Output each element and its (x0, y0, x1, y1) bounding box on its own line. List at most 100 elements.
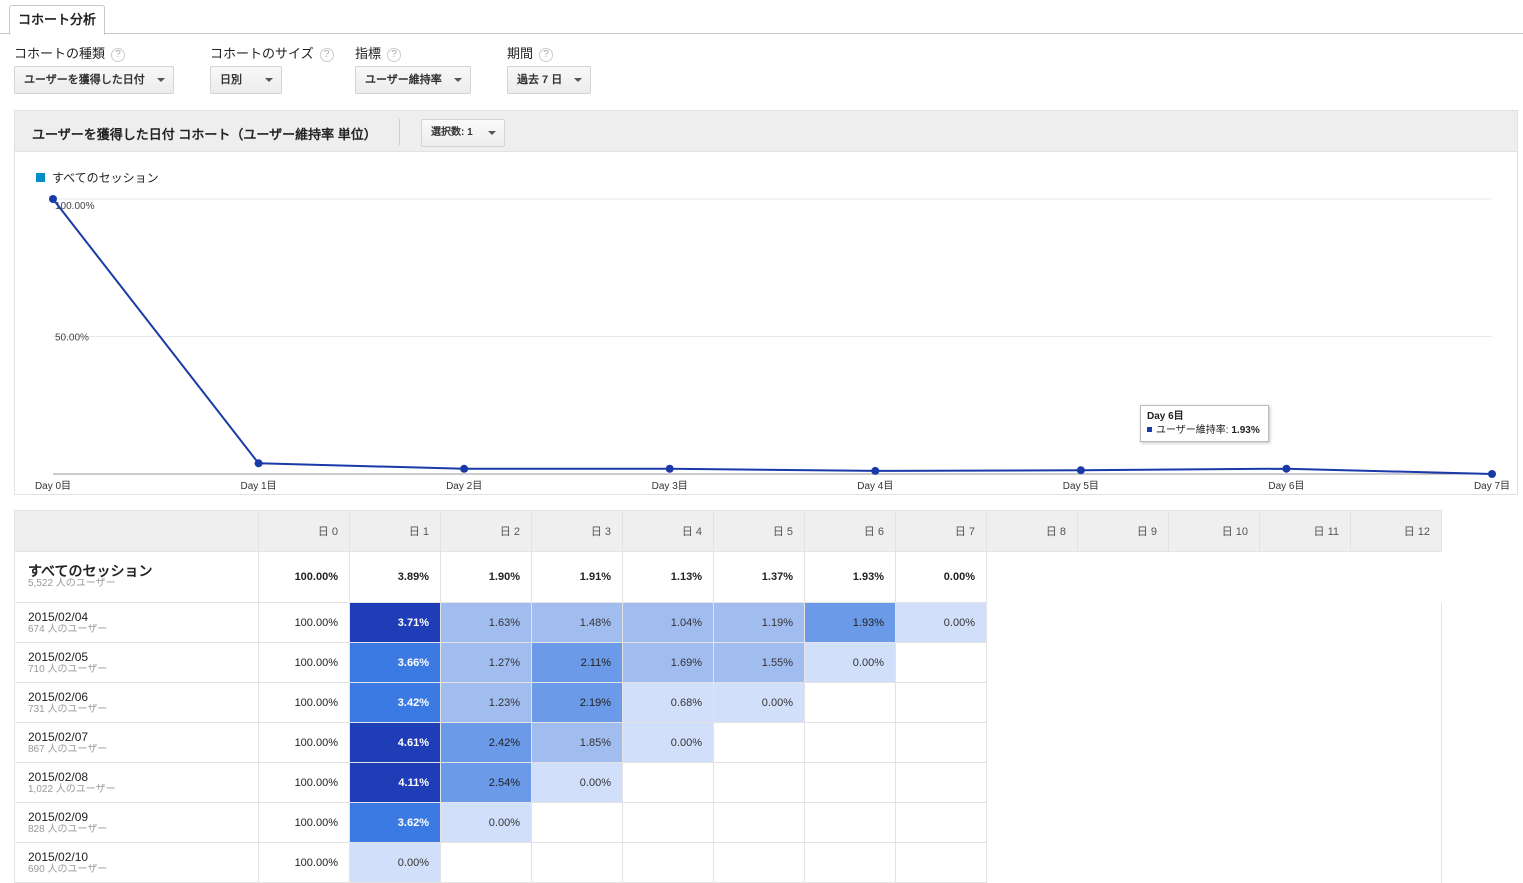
column-header: 日 8 (986, 510, 1078, 552)
retention-line-chart[interactable]: 100.00% 50.00% Day 0目 Day 1目 Day 2目 Day 3目 Day… (15, 111, 1519, 496)
table-cell[interactable]: 0.00% (713, 682, 805, 723)
empty-cell (531, 842, 623, 883)
summary-cell: 1.37% (713, 551, 805, 603)
table-cell[interactable]: 1.85% (531, 722, 623, 763)
summary-cell: 1.90% (440, 551, 532, 603)
table-cell[interactable]: 1.23% (440, 682, 532, 723)
table-cell[interactable]: 0.00% (895, 602, 987, 643)
row-header: 2015/02/06 731 人のユーザー (14, 682, 259, 723)
column-header: 日 9 (1077, 510, 1169, 552)
table-cell[interactable]: 2.11% (531, 642, 623, 683)
help-icon[interactable]: ? (387, 47, 402, 62)
table-row: 2015/02/04 674 人のユーザー 100.00% 3.71% 1.63% 1.4… (14, 602, 1442, 643)
table-cell[interactable]: 3.42% (349, 682, 441, 723)
series-dot-icon (1147, 427, 1152, 432)
table-cell[interactable]: 3.71% (349, 602, 441, 643)
row-empty-area (986, 602, 1442, 643)
tooltip-label: ユーザー維持率: (1156, 425, 1229, 436)
table-cell[interactable]: 100.00% (258, 722, 350, 763)
chevron-down-icon (157, 78, 165, 82)
table-cell[interactable]: 1.48% (531, 602, 623, 643)
cohort-size-dropdown[interactable]: 日別 (210, 66, 282, 94)
empty-cell (804, 682, 896, 723)
data-point[interactable] (254, 459, 263, 468)
table-cell[interactable]: 100.00% (258, 762, 350, 803)
summary-users: 5,522 人のユーザー (28, 578, 116, 589)
help-icon[interactable]: ? (319, 47, 334, 62)
chevron-down-icon (454, 78, 462, 82)
table-row: 2015/02/07 867 人のユーザー 100.00% 4.61% 2.42% 1.8… (14, 722, 1442, 763)
date-range-label: 期間? (507, 43, 554, 62)
empty-cell (440, 842, 532, 883)
table-cell[interactable]: 1.19% (713, 602, 805, 643)
metric-dropdown[interactable]: ユーザー維持率 (355, 66, 471, 94)
cohort-users: 828 人のユーザー (28, 823, 108, 835)
chevron-down-icon (574, 78, 582, 82)
column-header: 日 12 (1350, 510, 1442, 552)
table-cell[interactable]: 4.61% (349, 722, 441, 763)
table-cell[interactable]: 1.04% (622, 602, 714, 643)
table-cell[interactable]: 100.00% (258, 642, 350, 683)
table-cell[interactable]: 2.42% (440, 722, 532, 763)
table-cell[interactable]: 2.54% (440, 762, 532, 803)
data-point[interactable] (1488, 470, 1496, 478)
summary-cell: 1.13% (622, 551, 714, 603)
cohort-date: 2015/02/10 (28, 849, 89, 864)
empty-cell (713, 722, 805, 763)
table-cell[interactable]: 100.00% (258, 602, 350, 643)
table-cell[interactable]: 0.00% (531, 762, 623, 803)
chevron-down-icon (265, 78, 273, 82)
column-header: 日 3 (531, 510, 623, 552)
table-cell[interactable]: 1.63% (440, 602, 532, 643)
chart-panel: ユーザーを獲得した日付 コホート（ユーザー維持率 単位） 選択数: 1 すべての… (14, 110, 1518, 495)
tab-cohort-analysis[interactable]: コホート分析 (9, 5, 105, 35)
empty-cell (622, 762, 714, 803)
column-header: 日 4 (622, 510, 714, 552)
data-point[interactable] (665, 464, 674, 473)
cohort-users: 690 人のユーザー (28, 863, 108, 875)
table-cell[interactable]: 100.00% (258, 682, 350, 723)
column-header: 日 2 (440, 510, 532, 552)
table-cell[interactable]: 3.66% (349, 642, 441, 683)
tooltip-title: Day 6目 (1147, 411, 1184, 422)
date-range-dropdown[interactable]: 過去 7 日 (507, 66, 591, 94)
help-icon[interactable]: ? (111, 47, 126, 62)
table-cell[interactable]: 1.93% (804, 602, 896, 643)
empty-cell (622, 842, 714, 883)
table-cell[interactable]: 0.00% (804, 642, 896, 683)
cohort-users: 1,022 人のユーザー (28, 783, 116, 795)
summary-row-header: すべてのセッション 5,522 人のユーザー (14, 551, 259, 603)
cohort-type-dropdown[interactable]: ユーザーを獲得した日付 (14, 66, 174, 94)
table-cell[interactable]: 3.62% (349, 802, 441, 843)
selection-dropdown[interactable]: 選択数: 1 (421, 119, 505, 147)
table-cell[interactable]: 100.00% (258, 842, 350, 883)
table-cell[interactable]: 0.00% (440, 802, 532, 843)
table-row: 2015/02/09 828 人のユーザー 100.00% 3.62% 0.00% (14, 802, 1442, 843)
chart-legend[interactable]: すべてのセッション (36, 169, 159, 186)
row-header: 2015/02/04 674 人のユーザー (14, 602, 259, 643)
cohort-date: 2015/02/09 (28, 809, 89, 824)
x-tick-label: Day 6目 (1268, 481, 1304, 492)
table-cell[interactable]: 0.00% (349, 842, 441, 883)
data-point[interactable] (871, 466, 880, 475)
table-cell[interactable]: 1.27% (440, 642, 532, 683)
data-point[interactable] (1076, 466, 1085, 475)
table-cell[interactable]: 1.69% (622, 642, 714, 683)
help-icon[interactable]: ? (539, 47, 554, 62)
x-tick-label: Day 3目 (652, 481, 688, 492)
data-point[interactable] (49, 195, 57, 203)
legend-label: すべてのセッション (52, 171, 159, 185)
empty-cell (622, 802, 714, 843)
table-cell[interactable]: 1.55% (713, 642, 805, 683)
table-cell[interactable]: 2.19% (531, 682, 623, 723)
data-point[interactable] (1282, 464, 1291, 473)
column-header: 日 7 (895, 510, 987, 552)
row-empty-area (986, 802, 1442, 843)
summary-cell: 1.91% (531, 551, 623, 603)
table-cell[interactable]: 4.11% (349, 762, 441, 803)
table-cell[interactable]: 0.00% (622, 722, 714, 763)
table-cell[interactable]: 0.68% (622, 682, 714, 723)
table-cell[interactable]: 100.00% (258, 802, 350, 843)
column-header: 日 0 (258, 510, 350, 552)
data-point[interactable] (460, 464, 469, 473)
